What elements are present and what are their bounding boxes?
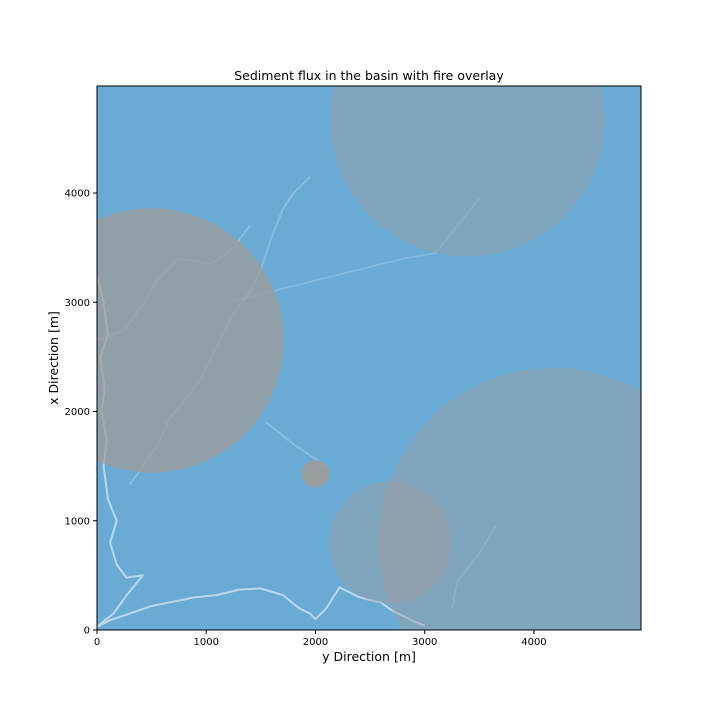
x-tick-label-0: 0 xyxy=(94,637,100,648)
fire-overlay xyxy=(97,86,641,630)
y-tick-label-1: 1000 xyxy=(65,516,90,527)
x-tick-label-2: 2000 xyxy=(303,637,328,648)
fire-circle-1 xyxy=(97,208,284,473)
plot-frame xyxy=(96,85,642,631)
y-tick-label-3: 3000 xyxy=(65,298,90,309)
fire-circle-2 xyxy=(329,86,605,257)
x-tick-label-4: 4000 xyxy=(521,637,546,648)
x-axis-label: y Direction [m] xyxy=(322,649,416,664)
fire-circle-4 xyxy=(328,481,451,604)
channel-tributary-5 xyxy=(227,197,481,304)
chart-title: Sediment flux in the basin with fire ove… xyxy=(234,68,504,83)
y-tick-label-0: 0 xyxy=(84,626,90,637)
fire-circle-5 xyxy=(301,460,330,488)
channel-tributary-4 xyxy=(451,525,497,609)
channel-main-stem xyxy=(97,586,426,628)
x-axis: 0 1000 2000 3000 4000 xyxy=(94,630,547,648)
y-tick-label-2: 2000 xyxy=(65,407,90,418)
y-axis: 0 1000 2000 3000 4000 xyxy=(65,189,97,637)
plot-area xyxy=(96,85,642,631)
fire-circle-3 xyxy=(378,367,641,630)
x-tick-label-1: 1000 xyxy=(194,637,219,648)
x-tick-label-3: 3000 xyxy=(412,637,437,648)
y-axis-label: x Direction [m] xyxy=(46,311,61,405)
y-tick-label-4: 4000 xyxy=(65,189,90,200)
